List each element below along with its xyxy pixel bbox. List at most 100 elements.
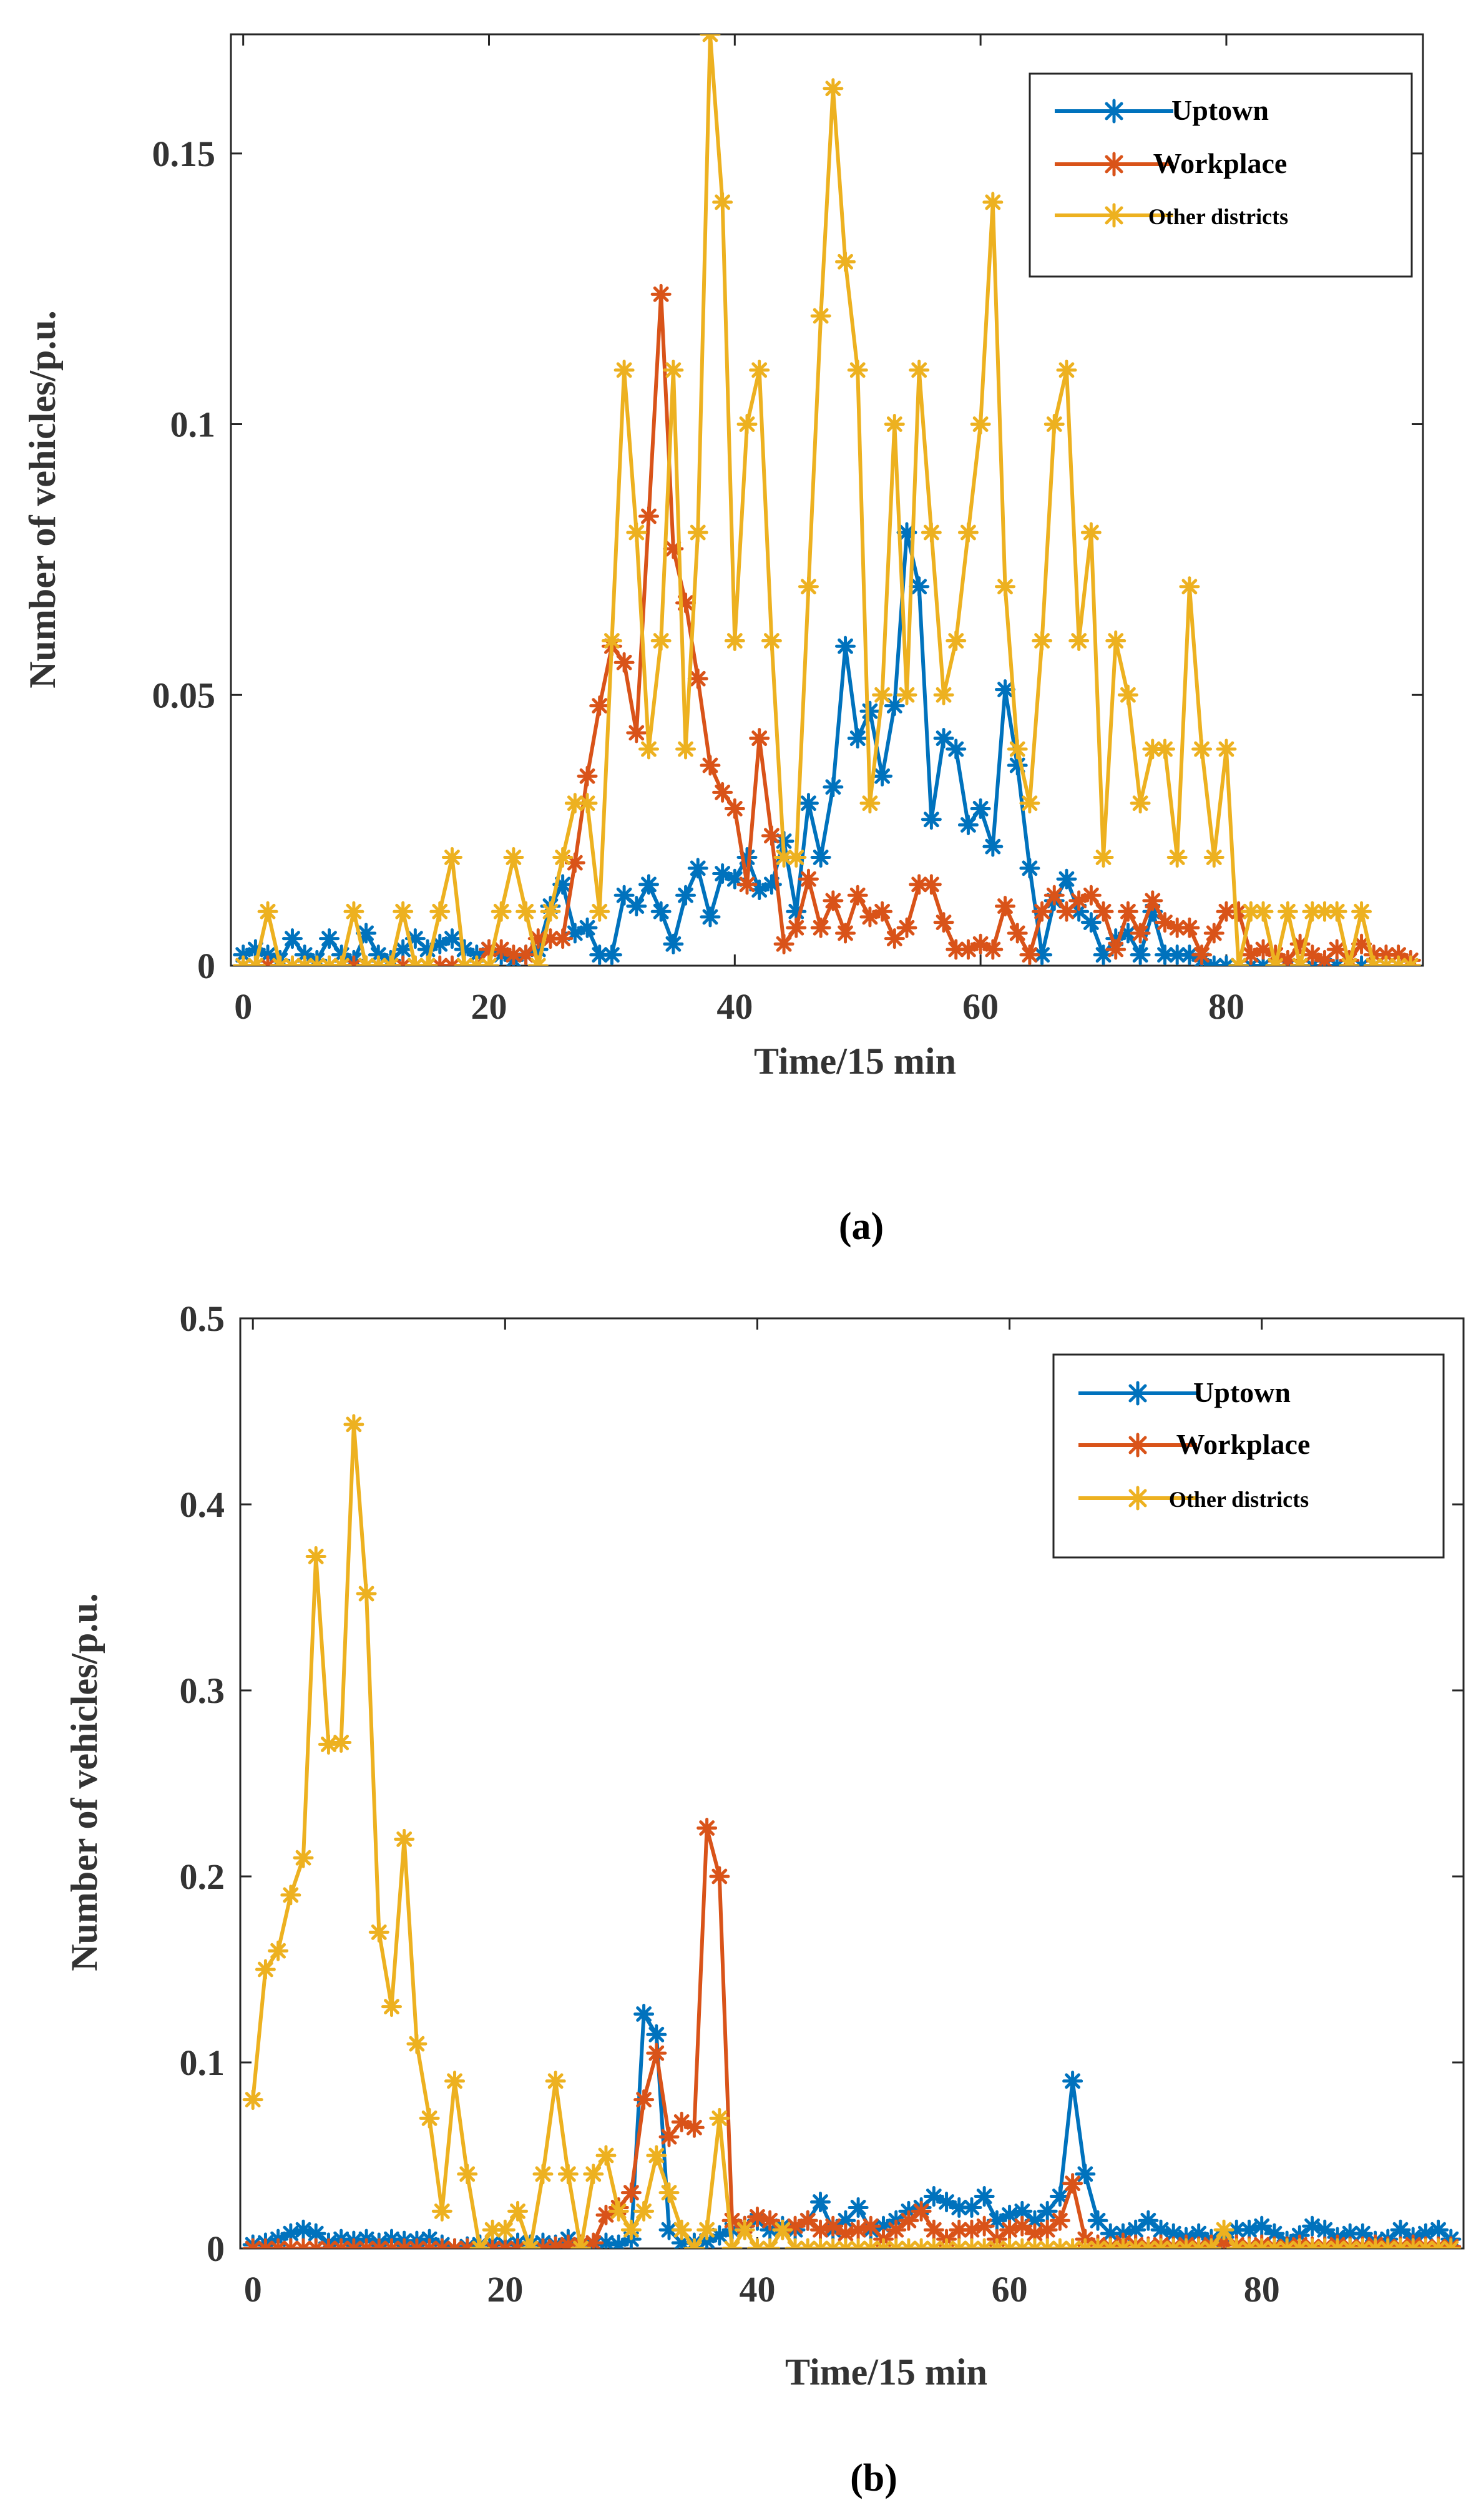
data-point (242, 2238, 263, 2248)
data-point (859, 700, 881, 722)
data-point (1188, 2238, 1210, 2248)
data-point (859, 793, 881, 814)
data-point (982, 939, 1004, 960)
data-point (898, 2210, 919, 2231)
data-point (1339, 2238, 1361, 2248)
data-point (1024, 2238, 1045, 2248)
data-point (1037, 2200, 1058, 2222)
data-point (305, 1546, 326, 1567)
data-point (281, 928, 303, 949)
data-point (663, 360, 684, 381)
data-point (671, 2219, 692, 2240)
data-point (268, 2238, 289, 2248)
data-point (687, 858, 708, 879)
data-point (1238, 2238, 1259, 2248)
data-point (270, 955, 291, 966)
data-point (921, 809, 942, 830)
data-point (982, 192, 1004, 213)
data-point (1062, 2238, 1083, 2248)
data-point (859, 906, 881, 928)
data-point (503, 847, 524, 868)
data-point (700, 906, 721, 928)
data-point (1087, 2210, 1108, 2231)
y-tick-label: 0.4 (180, 1484, 225, 1525)
x-tick-label: 0 (234, 986, 252, 1027)
data-point (638, 506, 659, 527)
data-point (1351, 901, 1372, 922)
series-line (243, 34, 1411, 966)
data-point (516, 901, 537, 922)
data-point (441, 955, 462, 966)
data-point (1075, 2238, 1096, 2248)
data-point (1289, 955, 1311, 966)
data-point (552, 928, 574, 949)
data-point (638, 874, 659, 895)
data-point (823, 890, 844, 911)
data-point (697, 2219, 718, 2240)
data-point (823, 78, 844, 99)
data-point (1163, 2238, 1184, 2248)
data-point (482, 2219, 503, 2240)
data-point (847, 360, 868, 381)
data-point (1191, 738, 1213, 760)
data-point (784, 2238, 806, 2248)
data-point (1365, 2238, 1386, 2248)
data-point (886, 2219, 907, 2240)
data-point (532, 2164, 554, 2185)
data-point (1326, 901, 1347, 922)
data-point (479, 955, 500, 966)
data-point (1326, 939, 1347, 960)
data-point (923, 2238, 944, 2248)
data-point (503, 944, 524, 966)
data-point (1007, 738, 1028, 760)
data-point (633, 2004, 655, 2025)
data-point (620, 2219, 642, 2240)
data-point (936, 2238, 957, 2248)
y-tick-label: 0.1 (170, 404, 216, 445)
data-point (974, 2186, 995, 2207)
data-point (457, 2164, 478, 2185)
data-point (1037, 2219, 1058, 2240)
data-point (933, 912, 954, 933)
data-point (884, 695, 905, 717)
data-point (970, 414, 991, 435)
data-point (1216, 738, 1237, 760)
x-tick-label: 20 (487, 2269, 523, 2310)
data-point (520, 2238, 541, 2248)
data-point (595, 2145, 617, 2166)
data-point (331, 955, 352, 966)
data-point (1226, 2238, 1247, 2248)
data-point (507, 2238, 529, 2248)
data-point (281, 955, 303, 966)
data-point (1062, 2173, 1083, 2194)
data-point (516, 944, 537, 966)
data-point (1428, 2219, 1449, 2240)
data-point (381, 1996, 402, 2017)
data-point (482, 2238, 503, 2248)
data-point (356, 1583, 377, 1604)
data-point (1032, 630, 1053, 652)
data-point (1056, 360, 1077, 381)
data-point (1032, 901, 1053, 922)
data-point (933, 684, 954, 705)
y-tick-label: 0 (207, 2228, 225, 2269)
data-point (601, 944, 622, 966)
data-point (909, 576, 930, 597)
data-point (986, 2238, 1007, 2248)
data-point (381, 2238, 402, 2248)
data-point (1277, 901, 1298, 922)
data-point (1125, 2238, 1146, 2248)
data-point (494, 2238, 516, 2248)
data-point (1440, 2238, 1462, 2248)
data-point (457, 2238, 478, 2248)
y-tick-label: 0.1 (180, 2042, 225, 2083)
x-tick-label: 40 (716, 986, 753, 1027)
data-point (1339, 955, 1360, 966)
data-point (589, 695, 610, 717)
data-point (1044, 414, 1065, 435)
data-point (545, 2236, 566, 2248)
data-point (577, 917, 598, 938)
data-point (709, 2107, 730, 2129)
axis-ticks: 0 20 40 60 80 0 0.05 0.1 0.15 (152, 34, 1423, 1027)
data-point (1075, 2164, 1096, 2185)
